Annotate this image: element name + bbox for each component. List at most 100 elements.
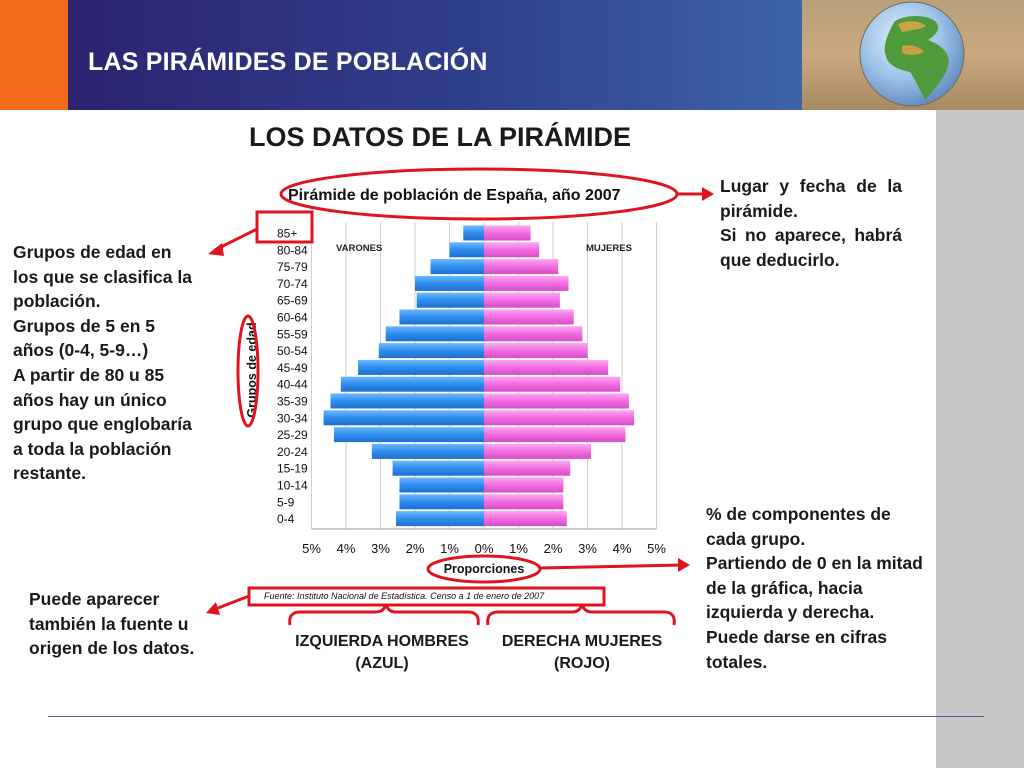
bar-women-20-24 <box>484 443 591 459</box>
note-place-date: Lugar y fecha de la pirámide. Si no apar… <box>720 174 902 272</box>
direction-line: IZQUIERDA HOMBRES <box>295 633 469 650</box>
x-tick-label: 2% <box>544 541 563 556</box>
bar-women-35-39 <box>484 393 629 409</box>
note-percentages: % de componentes de cada grupo. Partiend… <box>706 502 926 674</box>
series-label-men: VARONES <box>336 243 382 254</box>
women-brace <box>486 603 676 626</box>
age-label: 10-14 <box>277 479 308 493</box>
direction-women-label: DERECHA MUJERES (ROJO) <box>487 631 677 675</box>
bar-men-40-44 <box>340 376 484 392</box>
x-axis-label: Proporciones <box>444 562 525 576</box>
arrowhead <box>702 187 714 201</box>
x-tick-label: 3% <box>371 541 390 556</box>
age-label: 20-24 <box>277 445 308 459</box>
bar-men-65-69 <box>416 292 484 308</box>
bar-men-80-84 <box>449 242 484 258</box>
x-tick-label: 2% <box>406 541 425 556</box>
note-line: Lugar y fecha de la pirámide. <box>720 176 902 221</box>
direction-men-label: IZQUIERDA HOMBRES (AZUL) <box>283 631 481 675</box>
note-line: Grupos de edad en los que se clasifica l… <box>13 242 192 312</box>
globe-image <box>802 0 1024 110</box>
bar-men-50-54 <box>378 343 484 359</box>
ylabel-highlight-ellipse <box>236 314 260 428</box>
arrow-heads <box>206 187 714 615</box>
age-group-highlight-box <box>255 210 314 244</box>
direction-line: (AZUL) <box>355 655 409 672</box>
bar-women-40-44 <box>484 376 621 392</box>
direction-line: DERECHA MUJERES <box>501 633 663 650</box>
age-label: 45-49 <box>277 361 308 375</box>
arrow-proportions <box>539 563 683 570</box>
age-label: 30-34 <box>277 411 308 425</box>
bar-women-65-69 <box>484 292 560 308</box>
age-label: 80-84 <box>277 243 308 257</box>
xlabel-highlight-ellipse <box>426 554 542 584</box>
note-line: Partiendo de 0 en la mitad de la gráfica… <box>706 553 923 623</box>
bar-women-80-84 <box>484 242 540 258</box>
age-label: 75-79 <box>277 260 308 274</box>
age-label: 70-74 <box>277 277 308 291</box>
bar-men-0-4 <box>396 511 484 527</box>
right-sidebar-bar <box>936 110 1024 768</box>
arrowhead <box>208 243 224 256</box>
age-tick-labels: 0-4 5-9 10-14 15-19 20-24 25-29 30-34 35-39 40-4… <box>277 227 308 527</box>
bar-men-45-49 <box>358 359 484 375</box>
x-tick-label: 1% <box>440 541 459 556</box>
age-label: 50-54 <box>277 344 308 358</box>
chart-source: Fuente: Instituto Nacional de Estadístic… <box>264 591 545 601</box>
x-tick-labels: 5% 4% 3% 2% 1% 0% 1% 2% 3% 4% 5% <box>302 541 666 556</box>
age-label: 15-19 <box>277 462 308 476</box>
x-tick-label: 3% <box>578 541 597 556</box>
note-line: Grupos de 5 en 5 años (0-4, 5-9…) <box>13 315 155 361</box>
bar-women-30-34 <box>484 410 635 426</box>
age-label: 0-4 <box>277 512 295 526</box>
direction-line: (ROJO) <box>554 655 610 672</box>
bar-women-45-49 <box>484 359 609 375</box>
bar-women-75-79 <box>484 259 559 275</box>
page-title: LAS PIRÁMIDES DE POBLACIÓN <box>88 48 488 76</box>
note-line: A partir de 80 u 85 años hay un único gr… <box>13 364 192 484</box>
bar-women-55-59 <box>484 326 583 342</box>
bar-women-5-9 <box>484 494 564 510</box>
bar-men-55-59 <box>385 326 484 342</box>
men-brace <box>288 603 480 626</box>
bar-men-20-24 <box>371 443 484 459</box>
age-label: 25-29 <box>277 428 308 442</box>
globe-icon <box>859 1 965 107</box>
x-tick-label: 0% <box>475 541 494 556</box>
bar-men-85+ <box>463 225 484 241</box>
bar-men-25-29 <box>333 427 484 443</box>
chart-bars <box>323 225 635 527</box>
note-line: % de componentes de cada grupo. <box>706 504 891 549</box>
bar-men-70-74 <box>415 275 484 291</box>
bar-men-30-34 <box>323 410 484 426</box>
bar-men-5-9 <box>399 494 484 510</box>
bar-women-25-29 <box>484 427 626 443</box>
bar-men-60-64 <box>399 309 484 325</box>
note-source: Puede aparecer también la fuente u orige… <box>29 587 199 661</box>
age-label: 65-69 <box>277 294 308 308</box>
bar-women-70-74 <box>484 275 569 291</box>
note-line: Puede darse en cifras totales. <box>706 626 887 672</box>
series-label-women: MUJERES <box>586 243 632 254</box>
bar-men-35-39 <box>330 393 484 409</box>
x-tick-label: 1% <box>509 541 528 556</box>
age-label: 35-39 <box>277 395 308 409</box>
chart-title: Pirámide de población de España, año 200… <box>288 187 621 204</box>
age-label: 60-64 <box>277 311 308 325</box>
arrow-source <box>212 594 250 612</box>
note-line: Puede aparecer también la fuente u orige… <box>29 589 195 659</box>
arrowhead <box>678 558 690 572</box>
age-label: 40-44 <box>277 378 308 392</box>
x-tick-label: 4% <box>613 541 632 556</box>
age-label: 85+ <box>277 227 297 241</box>
x-tick-label: 4% <box>337 541 356 556</box>
orange-accent <box>0 0 68 110</box>
arrowhead <box>206 602 220 615</box>
bar-men-75-79 <box>430 259 484 275</box>
bar-women-15-19 <box>484 460 571 476</box>
x-tick-label: 5% <box>302 541 321 556</box>
bar-men-10-14 <box>399 477 484 493</box>
bar-women-60-64 <box>484 309 574 325</box>
